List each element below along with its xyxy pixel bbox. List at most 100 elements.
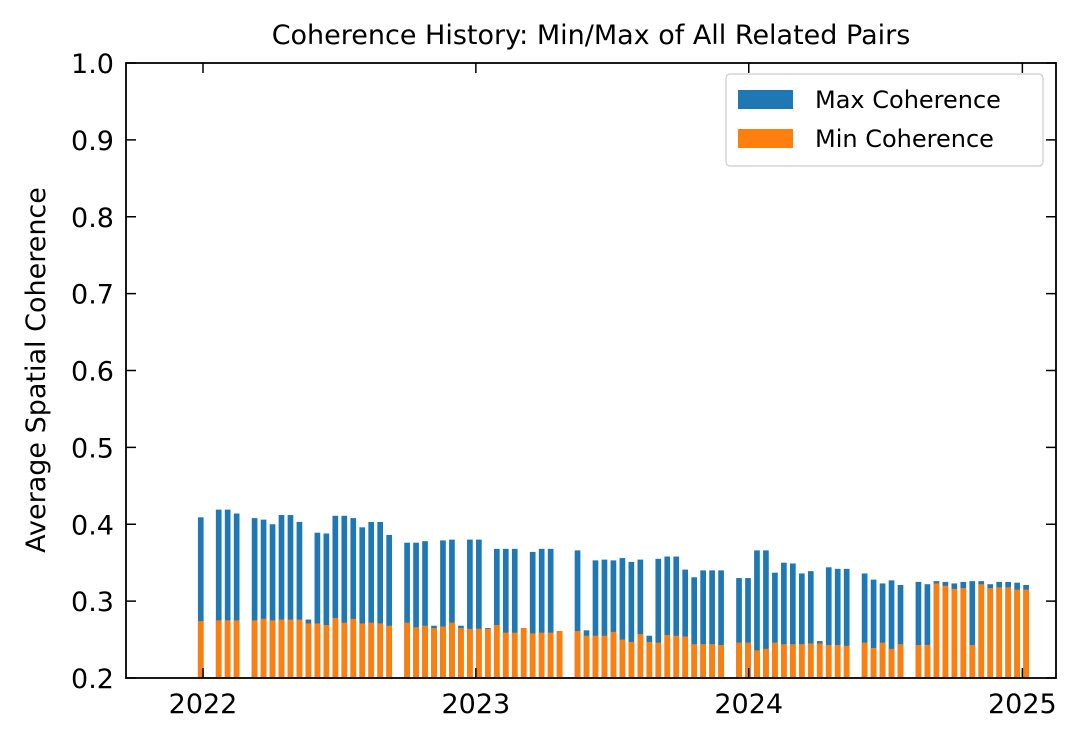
bar-min [233,620,240,678]
ticks-group: 0.2 0.3 0.4 0.5 0.6 0.7 0.8 0.9 1.0 2022 2023 2024 2… [71,49,1057,720]
bar-max [269,524,276,678]
y-tick-label: 0.2 [71,664,114,695]
bar-max [493,548,500,678]
bar-min [772,642,778,678]
y-tick-label: 0.7 [71,280,114,311]
legend-label-max: Max Coherence [815,86,1001,114]
bar-min [637,634,644,678]
bar-max [529,551,536,678]
chart-title: Coherence History: Min/Max of All Relate… [272,20,911,51]
y-tick-label: 1.0 [71,49,114,80]
bar-max [422,541,428,678]
bar-min [547,632,554,678]
bar-max [601,559,608,678]
bar-max [861,573,868,678]
bar-max [673,556,680,678]
bar-min [933,583,940,678]
bar-max [332,515,339,678]
bar-min [538,632,545,678]
bar-min [224,620,231,678]
bar-max [413,542,419,678]
bar-max [404,542,410,678]
legend: Max Coherence Min Coherence [725,73,1044,167]
bar-min [610,631,617,678]
bar-max [574,550,581,678]
y-tick-label: 0.3 [71,587,114,618]
bar-min [484,628,491,678]
bar-min [197,621,204,678]
bar-min [969,644,976,678]
bar-max [511,548,518,678]
bar-min [781,644,787,678]
bar-min [368,622,375,678]
bar-min [870,648,877,678]
bar-max [502,548,509,678]
bar-max [834,568,841,678]
bar-max [807,571,814,678]
bar-min [215,620,222,678]
bar-min [798,644,805,678]
bar-min [350,618,357,678]
x-tick-label: 2024 [714,689,783,720]
bar-min [458,628,464,678]
bar-min [807,643,814,678]
bar-min [431,628,437,678]
y-tick-label: 0.4 [71,510,114,541]
bar-max [637,559,644,678]
legend-box [725,73,1044,167]
bar-min [467,628,473,678]
bar-max [440,540,446,678]
bar-min [987,588,994,678]
bar-min [996,587,1003,678]
bar-min [664,634,671,678]
y-tick-label: 0.8 [71,203,114,234]
bar-max [350,518,357,678]
bar-min [511,632,518,678]
bar-max [691,577,698,678]
bar-max [287,515,294,678]
bar-min [341,622,348,678]
bar-max [870,579,877,678]
bar-min [413,627,419,678]
bar-max [843,568,850,678]
bar-max [700,570,706,678]
bar-max [619,558,626,678]
bar-min [520,628,527,678]
bar-max [682,569,689,678]
y-axis-label: Average Spatial Coherence [21,187,52,553]
bar-max [745,578,751,678]
bar-min [359,623,366,678]
bar-max [197,517,204,678]
bar-min [825,644,832,678]
bar-min [592,635,599,678]
bar-min [745,642,751,678]
bar-max [969,581,976,678]
bar-min [287,619,294,678]
bar-max [709,570,715,678]
bar-max [467,539,473,678]
bar-min [260,618,267,678]
bar-min [269,620,276,678]
bar-min [951,588,958,678]
bar-max [224,509,231,678]
bar-max [359,527,366,678]
bar-min [816,643,823,678]
bar-min [440,626,446,678]
bar-min [790,644,796,678]
bar-max [628,561,635,678]
bar-min [879,642,886,678]
bar-max [260,519,267,678]
bar-min [601,635,608,678]
bar-max [610,560,617,678]
bar-max [924,584,931,678]
y-tick-label: 0.9 [71,126,114,157]
bar-min [763,648,769,678]
bar-min [709,644,715,678]
bar-max [664,556,671,678]
bar-min [682,636,689,678]
bar-min [700,644,706,678]
legend-swatch-max [738,90,793,109]
bar-min [655,642,662,678]
bar-min [915,644,922,678]
bar-min [1014,589,1020,678]
